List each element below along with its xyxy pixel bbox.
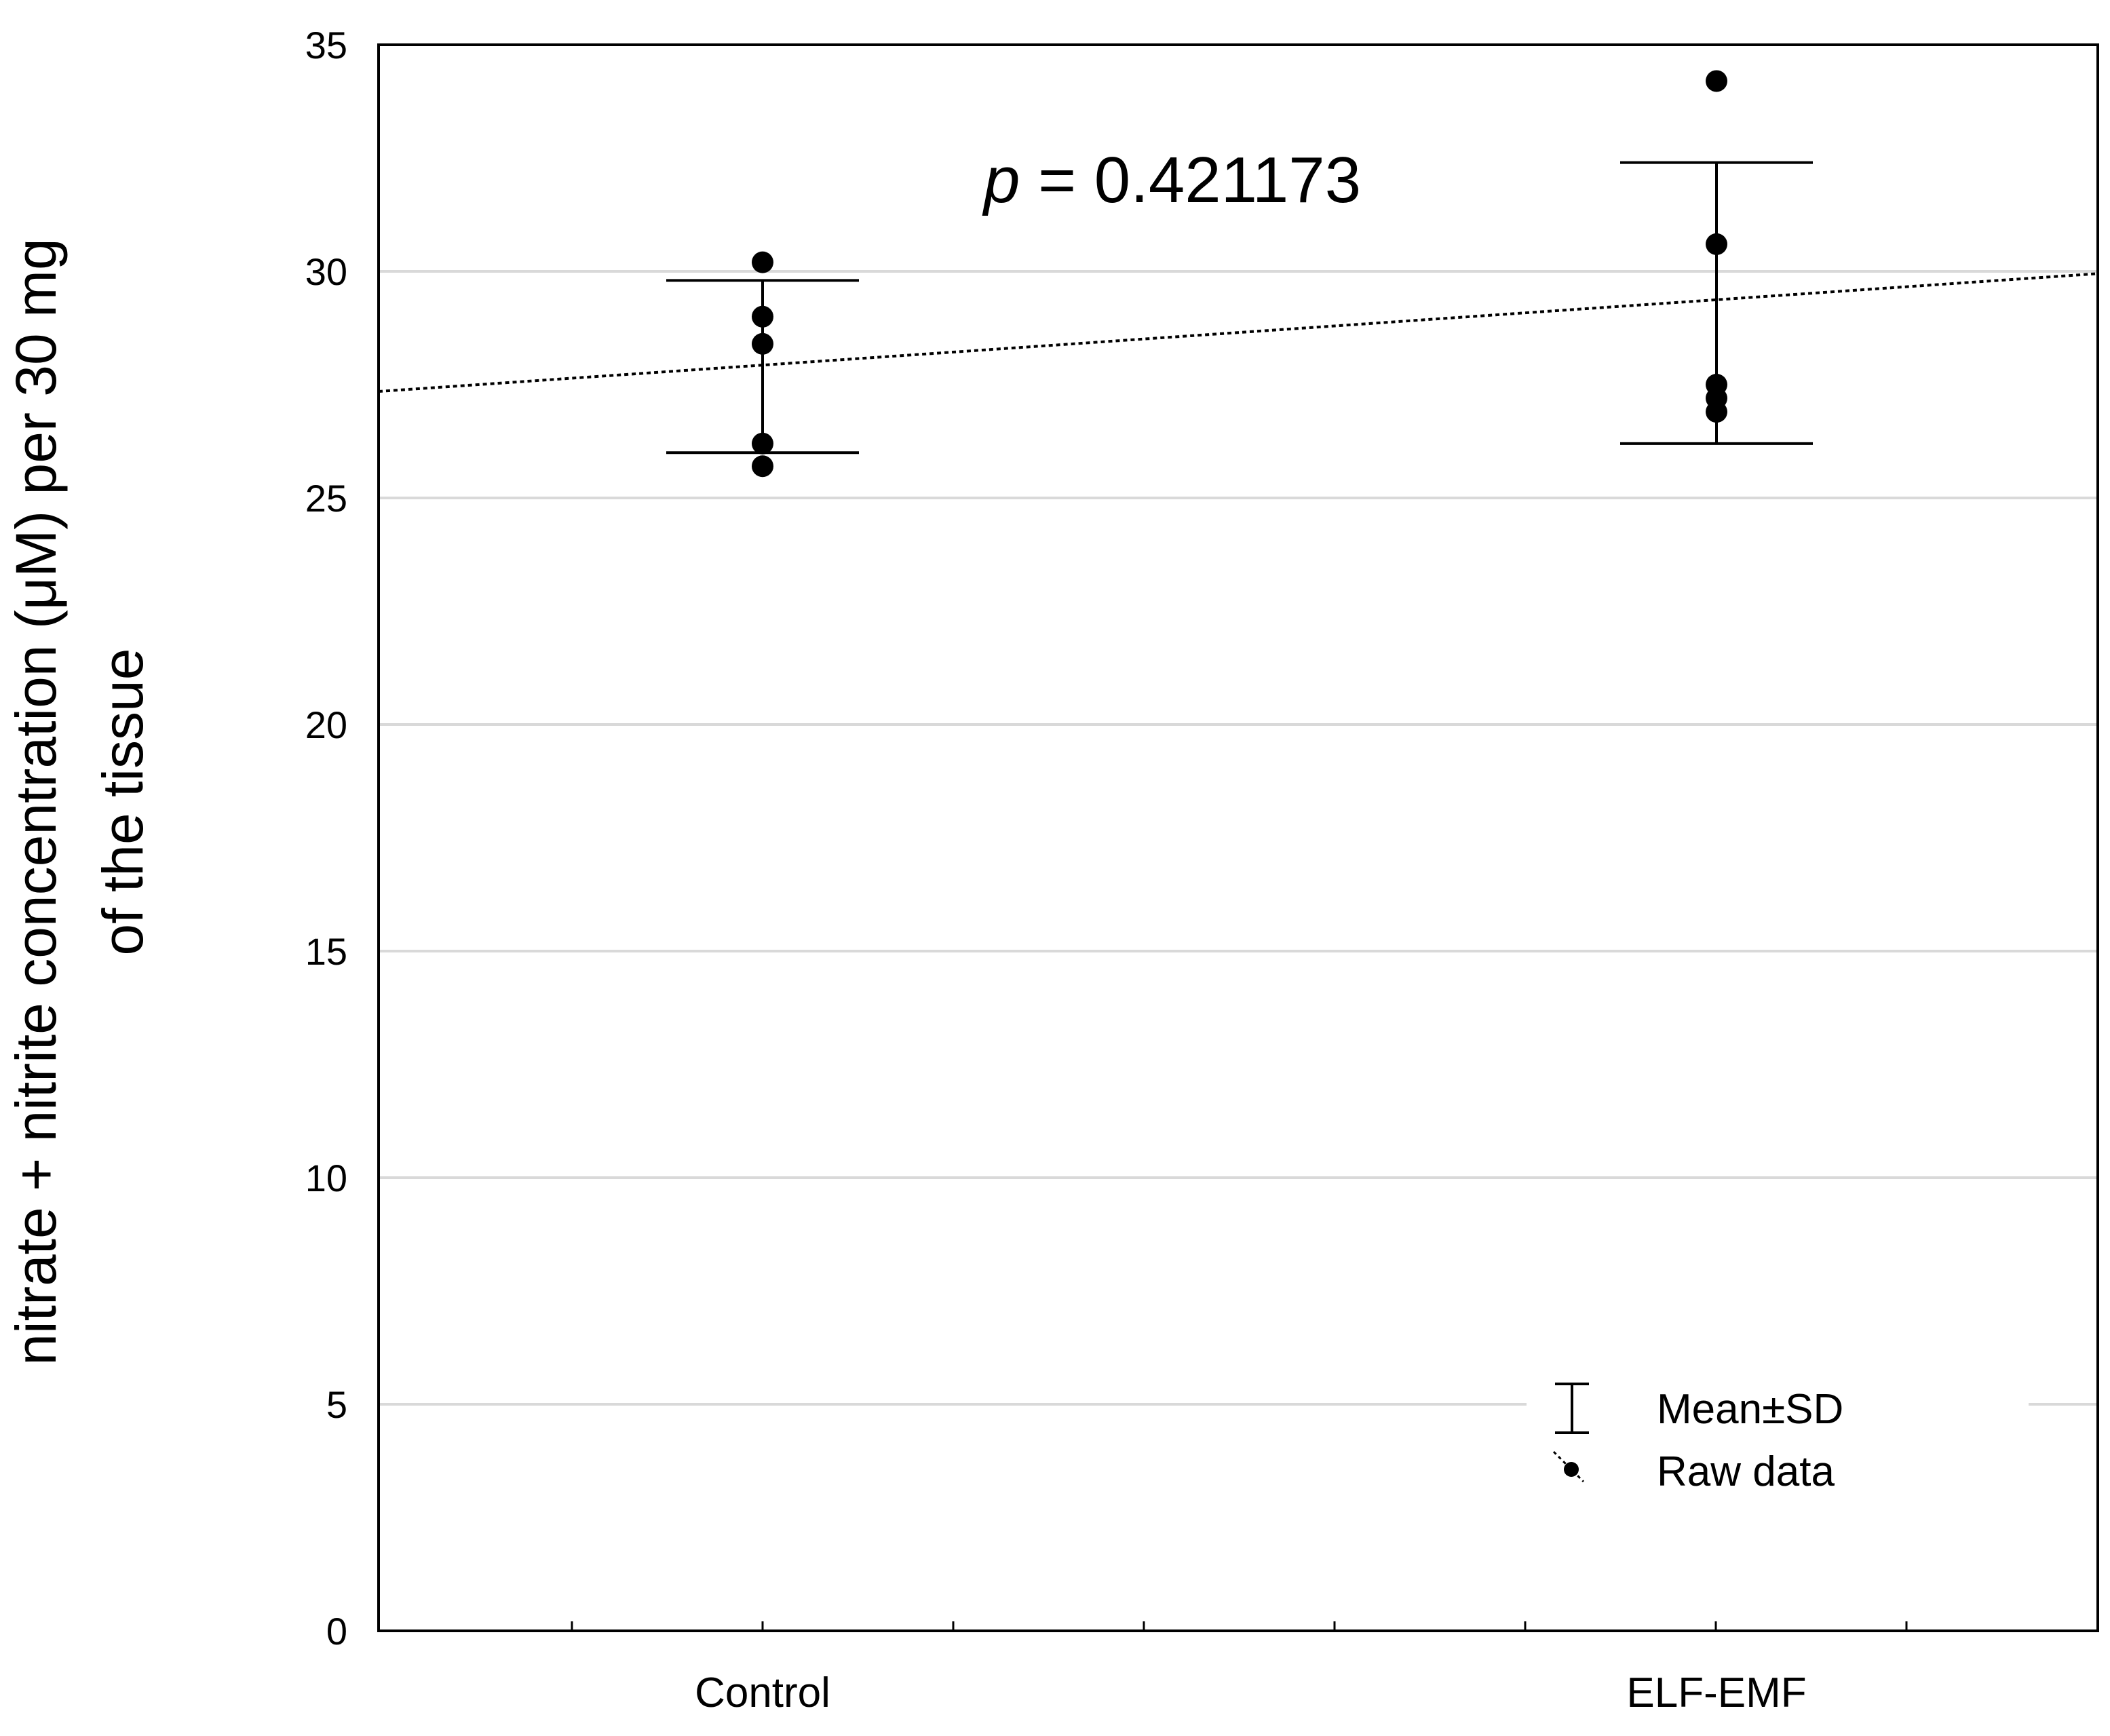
legend-dot-icon (1552, 1450, 1585, 1483)
y-tick-label-25: 25 (305, 477, 347, 520)
plot-frame (377, 43, 2099, 1632)
y-tick-label-35: 35 (305, 24, 347, 66)
p-value-annotation: p = 0.421173 (982, 144, 1361, 216)
y-axis-label: nitrate + nitrite concentration (μM) per… (4, 238, 155, 1365)
y-axis-label-line-2: of the tissue (91, 649, 155, 956)
legend-errorbar-icon (1555, 1383, 1589, 1434)
y-axis-label-line-1: nitrate + nitrite concentration (μM) per… (4, 238, 68, 1365)
legend-label-mean-sd: Mean±SD (1657, 1386, 1843, 1433)
y-tick-label-30: 30 (305, 250, 347, 293)
y-tick-label-0: 0 (326, 1610, 347, 1653)
x-tick-label-elf-emf: ELF-EMF (1626, 1670, 1806, 1716)
y-tick-label-15: 15 (305, 930, 347, 973)
trend-line (378, 272, 2098, 393)
x-tick-label-control: Control (695, 1670, 830, 1716)
y-tick-label-10: 10 (305, 1157, 347, 1199)
data-point-control-1 (752, 305, 773, 328)
gridlines (379, 270, 2098, 1406)
data-point-control-3 (752, 432, 773, 455)
legend-label-raw-data: Raw data (1657, 1448, 1835, 1495)
y-tick-label-5: 5 (326, 1383, 347, 1426)
y-axis-ticks: 0 5 10 15 20 25 30 35 (305, 24, 347, 1653)
data-point-control-4 (752, 455, 773, 478)
p-value: = 0.421173 (1020, 144, 1361, 216)
p-symbol: p (982, 144, 1020, 216)
data-point-elf-emf-1 (1706, 233, 1727, 255)
y-tick-label-20: 20 (305, 703, 347, 746)
legend: Mean±SD Raw data (1527, 1370, 2029, 1499)
data-point-control-0 (752, 251, 773, 273)
legend-background (1527, 1370, 2029, 1499)
data-point-elf-emf-0 (1706, 70, 1727, 92)
data-point-elf-emf-4 (1706, 401, 1727, 423)
x-axis-ticks: Control ELF-EMF (571, 1621, 1908, 1716)
data-point-control-2 (752, 332, 773, 355)
data-points (752, 70, 1727, 478)
